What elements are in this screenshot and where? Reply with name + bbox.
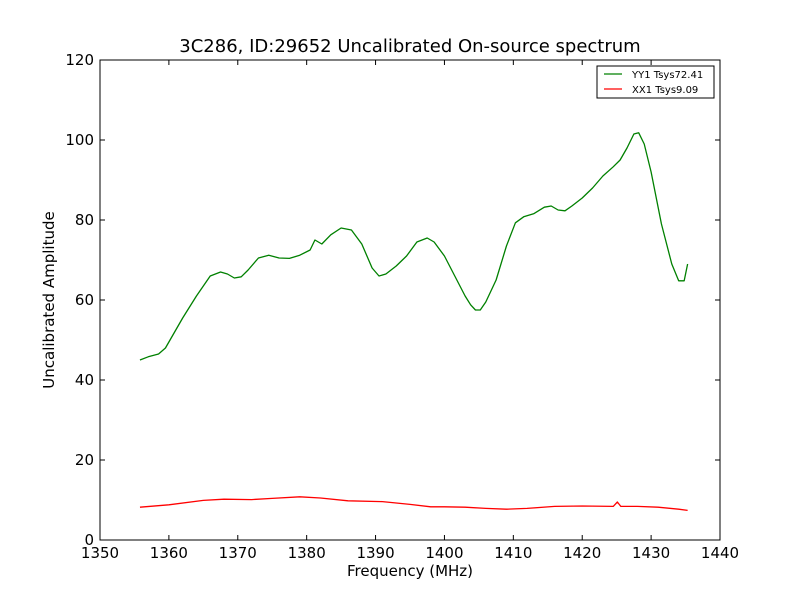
series-line-xx1	[139, 496, 688, 512]
x-axis-label: Frequency (MHz)	[347, 562, 473, 580]
plot-frame	[99, 59, 721, 541]
x-tick-label: 1420	[563, 544, 601, 562]
y-tick-label: 120	[65, 51, 94, 69]
x-tick-label: 1370	[219, 544, 257, 562]
series-line-yy1	[139, 132, 689, 361]
plot-area	[100, 60, 720, 540]
x-tick-label: 1360	[150, 544, 188, 562]
legend: YY1 Tsys72.41 XX1 Tsys9.09	[596, 65, 715, 99]
series-layer	[139, 132, 689, 512]
y-tick-label: 100	[65, 131, 94, 149]
legend-label-xx1: XX1 Tsys9.09	[632, 85, 698, 96]
y-axis-label: Uncalibrated Amplitude	[40, 211, 58, 388]
x-tick-label: 1390	[356, 544, 394, 562]
x-tick-label: 1440	[701, 544, 739, 562]
y-tick-label: 0	[84, 531, 94, 549]
y-tick-label: 60	[75, 291, 94, 309]
legend-label-yy1: YY1 Tsys72.41	[631, 70, 703, 81]
x-tick-label: 1410	[494, 544, 532, 562]
x-tick-label: 1430	[632, 544, 670, 562]
x-tick-label: 1400	[425, 544, 463, 562]
y-tick-label: 40	[75, 371, 94, 389]
x-tick-label: 1350	[81, 544, 119, 562]
y-tick-label: 80	[75, 211, 94, 229]
tick-layer: 1350 1360 1370 1380 1390 1400 1410 1420 1430 1440…	[65, 51, 739, 562]
y-tick-label: 20	[75, 451, 94, 469]
x-tick-label: 1380	[288, 544, 326, 562]
chart-title: 3C286, ID:29652 Uncalibrated On-source s…	[179, 36, 640, 57]
legend-box	[596, 65, 715, 99]
